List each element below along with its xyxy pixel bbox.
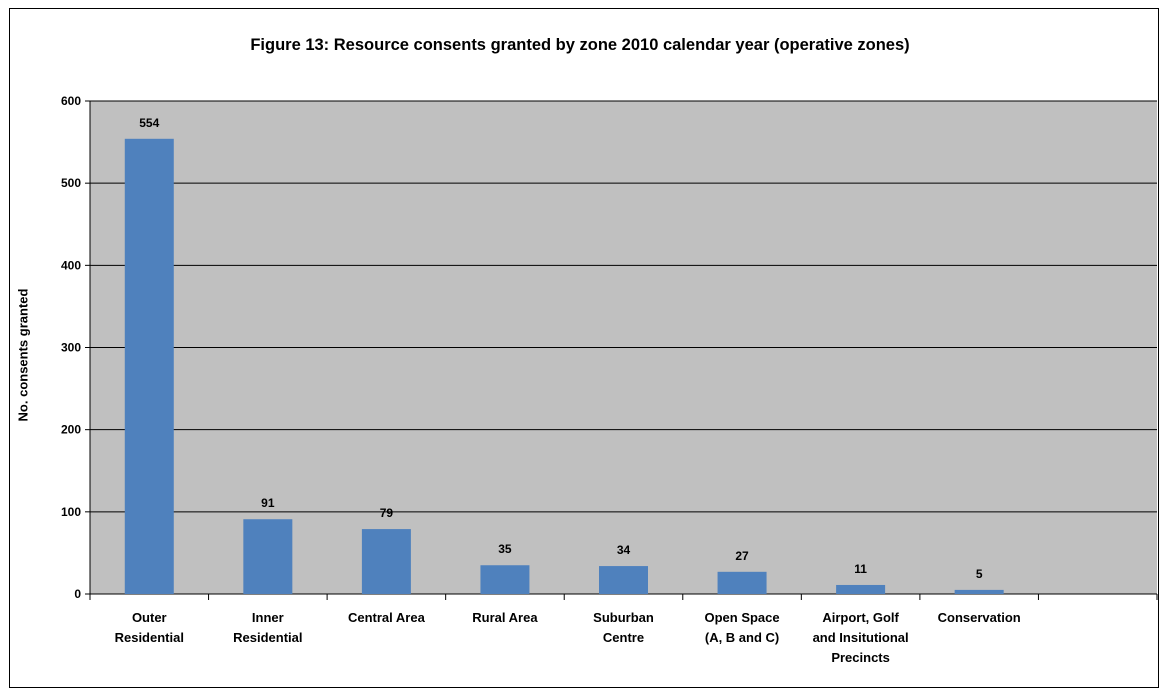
bar xyxy=(599,566,648,594)
data-label: 27 xyxy=(735,549,749,563)
bar xyxy=(954,589,1004,594)
category-label: Open Space xyxy=(704,610,779,625)
y-tick-label: 200 xyxy=(61,423,81,437)
category-label: Central Area xyxy=(348,610,426,625)
category-label: Rural Area xyxy=(472,610,538,625)
category-label: Residential xyxy=(115,630,184,645)
bar xyxy=(124,138,174,594)
bar xyxy=(480,565,530,594)
data-label: 34 xyxy=(617,543,631,557)
category-label: Suburban xyxy=(593,610,654,625)
y-tick-label: 400 xyxy=(61,258,81,272)
y-tick-label: 600 xyxy=(61,94,81,108)
y-tick-label: 0 xyxy=(74,587,81,601)
category-label: Airport, Golf xyxy=(822,610,899,625)
data-label: 5 xyxy=(976,567,983,581)
category-label: Precincts xyxy=(831,650,890,665)
bar xyxy=(243,519,293,594)
category-label: Outer xyxy=(132,610,167,625)
data-label: 11 xyxy=(854,562,867,576)
data-label: 35 xyxy=(498,542,512,556)
bar xyxy=(361,529,411,594)
chart-title: Figure 13: Resource consents granted by … xyxy=(250,36,910,54)
data-label: 79 xyxy=(380,506,394,520)
bar xyxy=(836,584,886,594)
bar xyxy=(717,571,767,594)
category-label: Inner xyxy=(252,610,284,625)
category-label: and Insitutional xyxy=(813,630,909,645)
data-label: 554 xyxy=(139,116,159,130)
category-label: Residential xyxy=(233,630,302,645)
y-tick-label: 100 xyxy=(61,505,81,519)
data-label: 91 xyxy=(261,496,275,510)
category-label: Conservation xyxy=(938,610,1021,625)
y-tick-label: 500 xyxy=(61,176,81,190)
category-label: Centre xyxy=(603,630,644,645)
y-tick-label: 300 xyxy=(61,341,81,355)
category-label: (A, B and C) xyxy=(705,630,779,645)
